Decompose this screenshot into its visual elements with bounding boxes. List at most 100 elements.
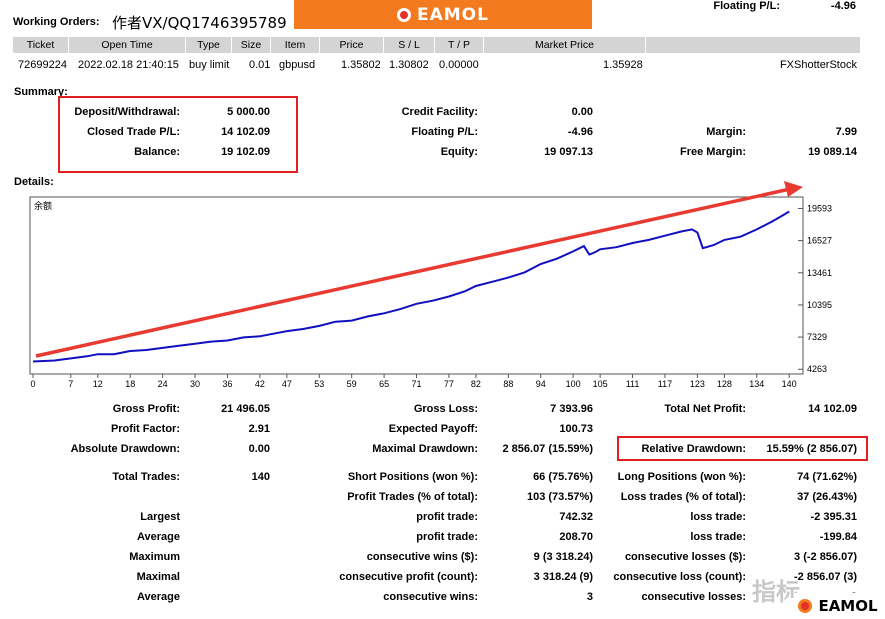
abs-drawdown-value: 0.00 xyxy=(248,443,270,455)
loss-trades-value: 37 (26.43%) xyxy=(797,491,857,503)
x-tick-label-24: 140 xyxy=(782,379,797,389)
free-margin-label: Free Margin: xyxy=(679,146,746,158)
largest-profit-value: 742.32 xyxy=(559,511,593,523)
details-title: Details: xyxy=(14,176,54,188)
chart-title: 余额 xyxy=(34,200,52,211)
max-wins-label: consecutive wins ($): xyxy=(366,551,478,563)
long-positions-value: 74 (71.62%) xyxy=(797,471,857,483)
header-floating-value: -4.96 xyxy=(830,0,856,12)
floating-value: -4.96 xyxy=(567,126,593,138)
x-tick-label-10: 59 xyxy=(347,379,357,389)
eamol-logo-banner: EAMOL xyxy=(294,0,592,29)
largest-profit-label: profit trade: xyxy=(416,511,478,523)
profit-trades-value: 103 (73.57%) xyxy=(526,491,593,503)
footer-eamol-logo-text: EAMOL xyxy=(818,597,878,615)
closed-pl-label: Closed Trade P/L: xyxy=(87,126,180,138)
order-tp: 0.00000 xyxy=(439,59,479,71)
average-loss-value: -199.84 xyxy=(819,531,857,543)
average-loss-label: loss trade: xyxy=(690,531,746,543)
gross-profit-value: 21 496.05 xyxy=(221,403,270,415)
max-drawdown-label: Maximal Drawdown: xyxy=(372,443,478,455)
total-net-label: Total Net Profit: xyxy=(664,403,746,415)
balance-value: 19 102.09 xyxy=(221,146,270,158)
footer-eamol-logo-icon xyxy=(798,599,813,613)
col-tp: T / P xyxy=(435,37,484,53)
col-price: Price xyxy=(320,37,384,53)
relative-drawdown-highlight-box xyxy=(617,436,868,461)
order-type: buy limit xyxy=(189,59,230,71)
average-label: Average xyxy=(136,531,180,543)
x-tick-label-20: 117 xyxy=(658,379,672,389)
x-tick-label-14: 82 xyxy=(471,379,481,389)
col-size: Size xyxy=(232,37,271,53)
maximal-profit-value: 3 318.24 (9) xyxy=(533,571,593,583)
x-tick-label-13: 77 xyxy=(444,379,454,389)
floating-label: Floating P/L: xyxy=(411,126,478,138)
average-profit-value: 208.70 xyxy=(559,531,593,543)
maximal-profit-label: consecutive profit (count): xyxy=(339,571,478,583)
max-drawdown-value: 2 856.07 (15.59%) xyxy=(502,443,593,455)
largest-loss-label: loss trade: xyxy=(690,511,746,523)
rel-drawdown-value: 15.59% (2 856.07) xyxy=(766,443,857,455)
abs-drawdown-label: Absolute Drawdown: xyxy=(70,443,180,455)
x-tick-label-6: 36 xyxy=(222,379,232,389)
deposit-label: Deposit/Withdrawal: xyxy=(74,106,180,118)
closed-pl-value: 14 102.09 xyxy=(221,126,270,138)
x-tick-label-23: 134 xyxy=(749,379,764,389)
short-positions-label: Short Positions (won %): xyxy=(347,471,478,483)
watermark-text: 作者VX/QQ1746395789 xyxy=(112,14,287,32)
free-margin-value: 19 089.14 xyxy=(808,146,857,158)
average-profit-label: profit trade: xyxy=(416,531,478,543)
long-positions-label: Long Positions (won %): xyxy=(617,471,746,483)
col-sl: S / L xyxy=(384,37,435,53)
order-sl: 1.30802 xyxy=(389,59,429,71)
gross-loss-label: Gross Loss: xyxy=(413,403,478,415)
profit-factor-label: Profit Factor: xyxy=(110,423,180,435)
col-market-price: Market Price xyxy=(484,37,646,53)
x-tick-label-7: 42 xyxy=(255,379,265,389)
x-tick-label-1: 7 xyxy=(68,379,73,389)
equity-label: Equity: xyxy=(440,146,478,158)
order-market-price: 1.35928 xyxy=(603,59,643,71)
order-open-time: 2022.02.18 21:40:15 xyxy=(78,59,179,71)
avg-wins-value: 3 xyxy=(586,591,593,603)
footer-eamol-logo: EAMOL xyxy=(794,593,882,619)
loss-trades-label: Loss trades (% of total): xyxy=(620,491,746,503)
x-tick-label-18: 105 xyxy=(593,379,608,389)
eamol-logo-text: EAMOL xyxy=(417,4,489,25)
largest-loss-value: -2 395.31 xyxy=(810,511,857,523)
x-tick-label-8: 47 xyxy=(282,379,292,389)
y-tick-label-3: 13461 xyxy=(807,268,832,278)
x-tick-label-4: 24 xyxy=(158,379,168,389)
margin-value: 7.99 xyxy=(835,126,857,138)
balance-label: Balance: xyxy=(134,146,180,158)
col-item: Item xyxy=(271,37,320,53)
order-item: gbpusd xyxy=(279,59,316,71)
margin-label: Margin: xyxy=(706,126,746,138)
x-tick-label-2: 12 xyxy=(93,379,103,389)
eamol-logo-icon xyxy=(397,7,411,22)
summary-highlight-box xyxy=(58,96,298,173)
avg-losses-label: consecutive losses: xyxy=(641,591,746,603)
maximal-loss-label: consecutive loss (count): xyxy=(613,571,746,583)
max-losses-value: 3 (-2 856.07) xyxy=(794,551,857,563)
profit-trades-label: Profit Trades (% of total): xyxy=(347,491,478,503)
col-ticket: Ticket xyxy=(13,37,69,53)
credit-label: Credit Facility: xyxy=(401,106,478,118)
expected-payoff-value: 100.73 xyxy=(559,423,593,435)
largest-label: Largest xyxy=(140,511,180,523)
y-tick-label-5: 19593 xyxy=(807,203,832,213)
rel-drawdown-label: Relative Drawdown: xyxy=(641,443,746,455)
x-tick-label-11: 65 xyxy=(379,379,389,389)
x-tick-label-15: 88 xyxy=(503,379,513,389)
chart-plot-area xyxy=(29,196,804,375)
x-tick-label-9: 53 xyxy=(314,379,324,389)
credit-value: 0.00 xyxy=(571,106,593,118)
y-tick-label-4: 16527 xyxy=(807,236,832,246)
total-trades-value: 140 xyxy=(251,471,270,483)
short-positions-value: 66 (75.76%) xyxy=(533,471,593,483)
trend-arrow-line xyxy=(35,187,791,358)
maximal-label: Maximal xyxy=(136,571,180,583)
order-price: 1.35802 xyxy=(341,59,381,71)
